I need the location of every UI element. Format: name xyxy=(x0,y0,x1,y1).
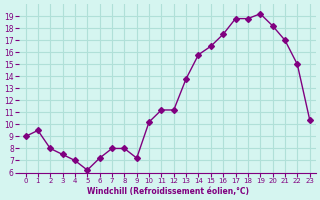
X-axis label: Windchill (Refroidissement éolien,°C): Windchill (Refroidissement éolien,°C) xyxy=(87,187,249,196)
